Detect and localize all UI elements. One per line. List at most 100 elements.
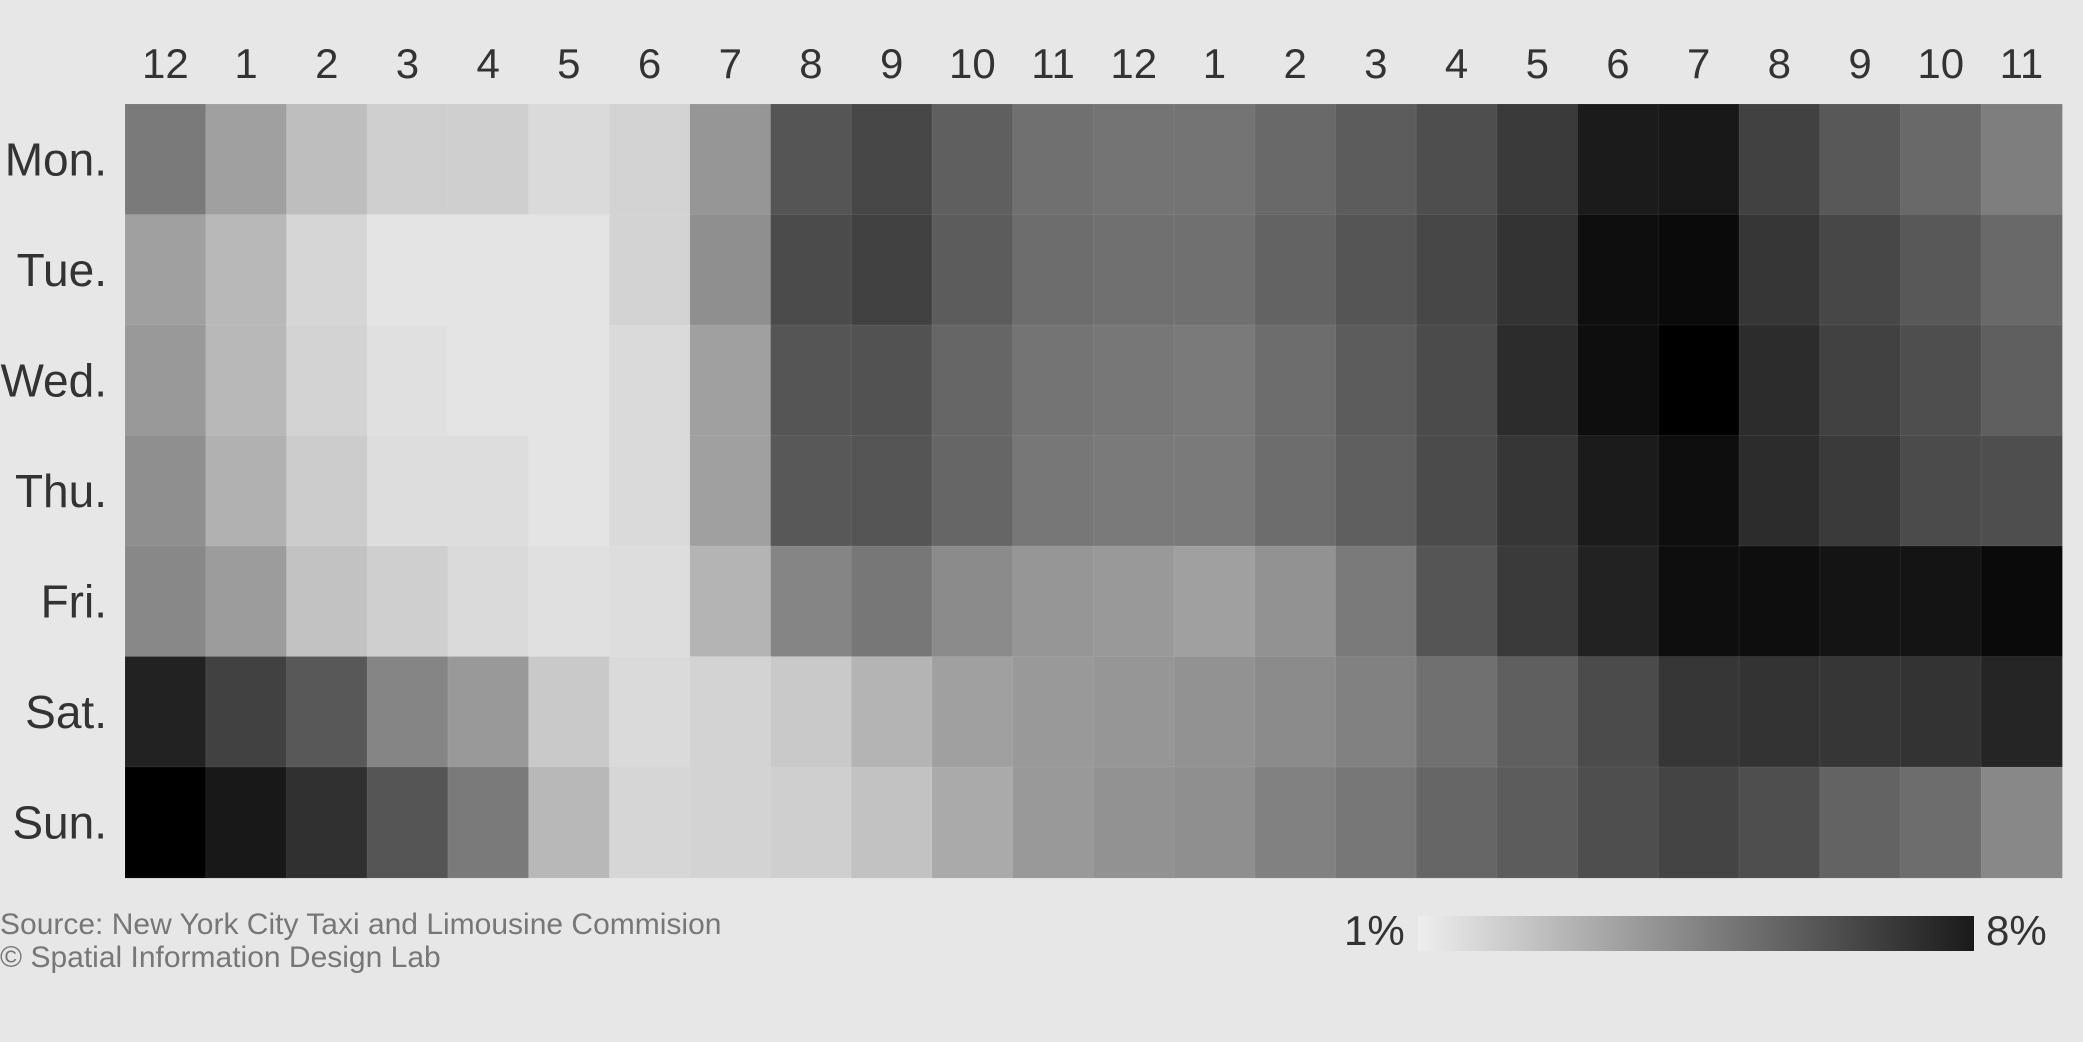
legend-gradient-bar [1418,916,1974,951]
heatmap-cell [931,324,1014,437]
heatmap-cell [1899,324,1983,437]
heatmap-cell [1092,656,1176,769]
heatmap-cell [1496,545,1579,658]
day-tick-label: Sat. [25,686,107,738]
heatmap-cell [285,545,369,658]
heatmap-cell [689,656,772,769]
hour-tick-label: 6 [1606,40,1629,87]
heatmap-cell [1496,766,1579,879]
hour-tick-label: 2 [1283,40,1306,87]
hour-tick-label: 7 [719,40,742,87]
heatmap-cell [1254,435,1337,548]
heatmap-cell [124,545,207,658]
heatmap-cell [528,103,611,216]
heatmap-cell [850,766,934,879]
heatmap-cell [608,214,692,327]
heatmap-cell [608,435,692,548]
heatmap-cell [1092,324,1176,437]
heatmap-cell [285,103,369,216]
heatmap-cell [1899,435,1983,548]
heatmap-cell [1819,103,1902,216]
heatmap-cell [1738,214,1821,327]
heatmap-cell [1819,545,1902,658]
heatmap-cell [1092,103,1176,216]
heatmap-cell [1415,103,1498,216]
heatmap-cell [931,103,1014,216]
heatmap-cell [1254,324,1337,437]
heatmap-cell [1738,545,1821,658]
hour-tick-label: 10 [949,40,996,87]
heatmap-cell [1335,766,1418,879]
heatmap-cell [850,545,934,658]
heatmap-cell [285,214,369,327]
heatmap-cell [1738,435,1821,548]
heatmap-cell [447,103,530,216]
heatmap-cell [285,435,369,548]
heatmap-cell [1415,545,1498,658]
heatmap-cell [1254,545,1337,658]
heatmap-cell [1899,103,1983,216]
heatmap-cell [689,103,772,216]
heatmap-cell [1657,435,1741,548]
day-tick-label: Mon. [5,133,107,185]
heatmap-cell [770,103,853,216]
heatmap-cell [1657,545,1741,658]
hour-tick-label: 11 [1031,40,1075,87]
hour-tick-label: 1 [1203,40,1226,87]
heatmap-cell [1173,103,1256,216]
heatmap-cell [1335,656,1418,769]
heatmap-cell [689,214,772,327]
day-tick-label: Fri. [41,575,107,627]
heatmap-cell [1173,435,1256,548]
day-axis-labels: Mon. Tue. Wed. Thu. Fri. Sat. Sun. [0,133,107,848]
heatmap-cell [1335,435,1418,548]
heatmap-cell [931,766,1014,879]
hour-tick-label: 11 [2000,40,2044,87]
heatmap-cell [124,766,207,879]
heatmap-cell [1577,214,1660,327]
heatmap-cell [447,324,530,437]
heatmap-cell [124,324,207,437]
heatmap-cell [850,656,934,769]
heatmap-cell [1657,766,1741,879]
heatmap-cell [1496,656,1579,769]
heatmap-cell [1415,435,1498,548]
heatmap-cell [850,435,934,548]
heatmap-cell [1496,214,1579,327]
heatmap-cell [1496,435,1579,548]
heatmap-cell [1092,766,1176,879]
heatmap-cell [689,766,772,879]
heatmap-cell [608,766,692,879]
hour-tick-label: 9 [880,40,903,87]
heatmap-cell [1738,766,1821,879]
heatmap-cell [1980,545,2063,658]
legend-max-label: 8% [1986,907,2047,954]
hour-tick-label: 5 [557,40,580,87]
heatmap-cell [931,545,1014,658]
hour-axis-labels: 12 1 2 3 4 5 6 7 8 9 10 11 12 1 2 3 4 5 6 7 8 9 10 11 [142,40,2043,87]
hour-tick-label: 4 [476,40,499,87]
heatmap-cell [205,103,288,216]
heatmap-cell [1899,766,1983,879]
hour-tick-label: 9 [1848,40,1871,87]
heatmap-cell [1092,214,1176,327]
heatmap-cell [770,214,853,327]
heatmap-cell [1012,324,1095,437]
heatmap-cell [528,656,611,769]
heatmap-cell [447,435,530,548]
heatmap-cell [1092,545,1176,658]
heatmap-cell [1415,214,1498,327]
heatmap-cell [528,766,611,879]
heatmap-cell [124,214,207,327]
heatmap-cell [447,214,530,327]
heatmap-cell [366,656,449,769]
heatmap-cell [205,545,288,658]
heatmap-cell [205,766,288,879]
heatmap-cell [205,435,288,548]
heatmap-cell [285,766,369,879]
heatmap-cell [1819,214,1902,327]
hour-tick-label: 2 [315,40,338,87]
hour-tick-label: 12 [1110,40,1157,87]
heatmap-cell [1254,214,1337,327]
heatmap-cell [1819,435,1902,548]
